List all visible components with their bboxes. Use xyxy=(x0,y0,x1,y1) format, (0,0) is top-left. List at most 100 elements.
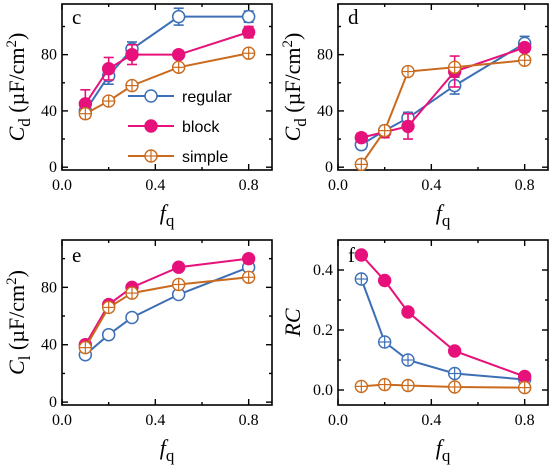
y-axis-title: Cd (µF/cm2) xyxy=(280,33,310,142)
data-point-regular xyxy=(171,9,186,24)
series-simple xyxy=(354,53,532,172)
legend-marker xyxy=(144,119,158,133)
panel-label: f xyxy=(348,243,355,267)
data-point-simple xyxy=(78,107,93,121)
panel-label: c xyxy=(72,5,81,29)
legend: regular block simple xyxy=(128,89,232,166)
legend-label: regular xyxy=(182,89,232,106)
y-tick-label: 0 xyxy=(325,159,333,176)
x-tick-label: 0.8 xyxy=(515,177,535,194)
x-tick-label: 0.4 xyxy=(421,177,441,194)
x-tick-label: 0.4 xyxy=(421,412,441,429)
y-axis-title: RC xyxy=(280,308,305,337)
data-point-simple xyxy=(401,64,415,79)
data-point-block xyxy=(401,305,415,319)
legend-marker xyxy=(144,149,158,163)
x-tick-label: 0.0 xyxy=(52,412,72,429)
legend-marker xyxy=(144,89,158,103)
data-point-regular xyxy=(354,272,369,286)
data-point-simple xyxy=(517,380,532,395)
legend-item-regular: regular xyxy=(128,89,232,106)
data-point-block xyxy=(377,273,392,288)
series-simple xyxy=(78,46,256,121)
y-tick-label: 0.2 xyxy=(313,322,333,339)
plot-frame xyxy=(61,3,273,171)
plot-frame xyxy=(61,239,273,406)
data-point-block xyxy=(125,47,139,62)
series-simple xyxy=(78,270,256,355)
data-point-regular xyxy=(101,327,116,342)
series-line-simple xyxy=(360,59,525,165)
data-point-simple xyxy=(401,378,415,393)
data-point-block xyxy=(517,369,532,384)
panel-e: 0.0 0.4 0.8 0 40 80 e fq Cl (µF/cm2) xyxy=(4,239,273,465)
panel-c: 0.0 0.4 0.8 0 40 80 c fq Cd (µF/cm2) xyxy=(4,3,273,230)
y-tick-label: 40 xyxy=(41,103,57,120)
x-tick-label: 0.4 xyxy=(145,177,165,194)
data-point-regular xyxy=(125,310,139,325)
data-point-simple xyxy=(354,379,369,394)
series-block xyxy=(78,25,256,119)
x-axis-title: fq xyxy=(160,200,175,230)
data-point-simple xyxy=(171,60,186,75)
y-tick-label: 40 xyxy=(41,337,57,354)
data-point-simple xyxy=(125,78,139,93)
data-point-block xyxy=(241,25,256,39)
x-tick-label: 0.0 xyxy=(328,412,348,429)
data-point-block xyxy=(101,62,116,76)
x-tick-label: 0.8 xyxy=(239,412,259,429)
x-tick-label: 0.8 xyxy=(515,412,535,429)
data-point-block xyxy=(354,130,369,145)
plot-frame xyxy=(337,3,549,171)
x-tick-label: 0.0 xyxy=(328,177,348,194)
y-tick-label: 80 xyxy=(41,279,57,296)
plot-frame xyxy=(337,239,549,406)
data-point-block xyxy=(447,344,462,358)
data-point-simple xyxy=(377,377,392,392)
series-regular xyxy=(354,272,532,387)
y-tick-label: 0.0 xyxy=(313,382,333,399)
x-tick-label: 0.4 xyxy=(145,412,165,429)
x-axis-title: fq xyxy=(436,200,451,230)
data-point-simple xyxy=(125,286,139,300)
panel-label: d xyxy=(348,5,359,29)
y-tick-label: 0.4 xyxy=(313,262,333,279)
x-axis-title: fq xyxy=(160,435,175,465)
data-point-block xyxy=(171,47,186,62)
data-point-simple xyxy=(447,60,462,75)
legend-label: simple xyxy=(182,149,228,166)
y-axis-title: Cd (µF/cm2) xyxy=(4,33,34,142)
panel-f: 0.0 0.4 0.8 0.0 0.2 0.4 f fq RC xyxy=(280,239,549,465)
x-axis-title: fq xyxy=(436,435,451,465)
data-point-regular xyxy=(447,366,462,381)
y-tick-label: 40 xyxy=(317,103,333,120)
data-point-simple xyxy=(78,340,93,355)
data-point-simple xyxy=(241,46,256,60)
data-point-block xyxy=(354,248,369,262)
y-tick-label: 0 xyxy=(49,394,57,411)
series-block xyxy=(354,248,532,384)
data-point-regular xyxy=(377,335,392,349)
data-point-block xyxy=(517,40,532,55)
data-point-simple xyxy=(241,270,256,285)
data-point-simple xyxy=(447,380,462,394)
data-point-block xyxy=(241,251,256,266)
series-line-regular xyxy=(360,278,525,381)
data-point-regular xyxy=(241,9,256,24)
data-point-simple xyxy=(377,123,392,138)
data-point-simple xyxy=(171,277,186,292)
y-tick-label: 0 xyxy=(49,159,57,176)
series-simple xyxy=(354,377,532,395)
data-point-block xyxy=(401,119,415,134)
x-tick-label: 0.0 xyxy=(52,177,72,194)
data-point-simple xyxy=(101,300,116,315)
data-point-block xyxy=(171,260,186,274)
y-tick-label: 80 xyxy=(41,47,57,64)
data-point-regular xyxy=(401,353,415,367)
series-line-block xyxy=(360,254,526,378)
legend-label: block xyxy=(182,119,220,136)
y-axis-title: Cl (µF/cm2) xyxy=(4,270,34,375)
legend-item-block: block xyxy=(128,119,220,136)
data-point-simple xyxy=(354,157,369,172)
